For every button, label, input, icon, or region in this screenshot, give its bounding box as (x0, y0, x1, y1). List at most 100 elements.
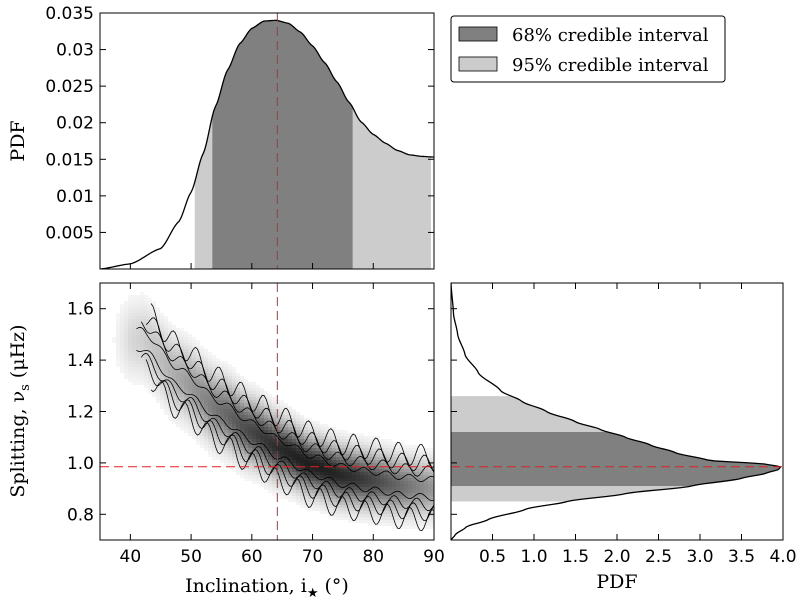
density-cell (300, 484, 304, 487)
density-cell (316, 433, 320, 436)
density-cell (308, 481, 312, 484)
density-cell (388, 445, 392, 448)
density-cell (240, 376, 244, 379)
density-cell (308, 436, 312, 439)
density-cell (120, 313, 124, 316)
density-cell (212, 448, 216, 451)
density-cell (272, 493, 276, 496)
density-cell (360, 457, 364, 460)
density-cell (172, 358, 176, 361)
density-cell (136, 316, 140, 319)
density-cell (336, 442, 340, 445)
density-cell (208, 409, 212, 412)
density-cell (352, 454, 356, 457)
density-cell (116, 364, 120, 367)
density-cell (316, 445, 320, 448)
density-cell (408, 511, 412, 514)
density-cell (332, 448, 336, 451)
density-cell (148, 334, 152, 337)
density-cell (388, 463, 392, 466)
density-cell (320, 466, 324, 469)
density-cell (176, 370, 180, 373)
density-cell (424, 511, 428, 514)
density-cell (376, 478, 380, 481)
density-cell (116, 313, 120, 316)
density-cell (120, 343, 124, 346)
density-cell (324, 511, 328, 514)
density-cell (252, 469, 256, 472)
density-cell (276, 430, 280, 433)
density-cell (208, 361, 212, 364)
density-cell (380, 487, 384, 490)
density-cell (308, 424, 312, 427)
density-cell (152, 391, 156, 394)
density-cell (144, 322, 148, 325)
density-cell (352, 520, 356, 523)
density-cell (280, 487, 284, 490)
density-cell (376, 469, 380, 472)
density-cell (276, 460, 280, 463)
density-cell (168, 385, 172, 388)
density-cell (424, 523, 428, 526)
density-cell (156, 328, 160, 331)
density-cell (428, 490, 432, 493)
density-cell (132, 343, 136, 346)
density-cell (236, 373, 240, 376)
density-cell (356, 490, 360, 493)
density-cell (344, 451, 348, 454)
density-cell (272, 460, 276, 463)
density-cell (272, 418, 276, 421)
density-cell (336, 448, 340, 451)
density-cell (116, 343, 120, 346)
density-cell (232, 463, 236, 466)
right-xtick-label: 4.0 (769, 547, 796, 567)
density-cell (360, 499, 364, 502)
top-ytick-label: 0.01 (56, 187, 94, 207)
density-cell (132, 316, 136, 319)
density-cell (116, 340, 120, 343)
density-cell (320, 496, 324, 499)
density-cell (128, 298, 132, 301)
density-cell (408, 481, 412, 484)
density-cell (228, 415, 232, 418)
density-cell (280, 439, 284, 442)
density-cell (260, 391, 264, 394)
density-cell (232, 370, 236, 373)
density-cell (228, 406, 232, 409)
density-cell (308, 496, 312, 499)
density-cell (320, 439, 324, 442)
density-cell (228, 388, 232, 391)
density-cell (148, 364, 152, 367)
density-cell (344, 469, 348, 472)
density-cell (232, 421, 236, 424)
density-cell (188, 370, 192, 373)
density-cell (288, 412, 292, 415)
density-cell (352, 511, 356, 514)
density-cell (160, 355, 164, 358)
density-cell (188, 406, 192, 409)
density-cell (124, 325, 128, 328)
density-cell (212, 406, 216, 409)
density-cell (124, 358, 128, 361)
density-cell (200, 370, 204, 373)
density-cell (260, 481, 264, 484)
density-cell (252, 418, 256, 421)
density-cell (216, 388, 220, 391)
density-cell (240, 427, 244, 430)
right-xtick-label: 3.0 (686, 547, 713, 567)
density-cell (156, 313, 160, 316)
density-cell (204, 445, 208, 448)
density-cell (336, 514, 340, 517)
density-cell (332, 478, 336, 481)
density-cell (360, 442, 364, 445)
density-cell (296, 487, 300, 490)
density-cell (144, 325, 148, 328)
density-cell (328, 514, 332, 517)
density-cell (364, 442, 368, 445)
density-cell (360, 481, 364, 484)
density-cell (320, 448, 324, 451)
density-cell (216, 424, 220, 427)
density-cell (344, 493, 348, 496)
density-cell (172, 400, 176, 403)
density-cell (272, 415, 276, 418)
